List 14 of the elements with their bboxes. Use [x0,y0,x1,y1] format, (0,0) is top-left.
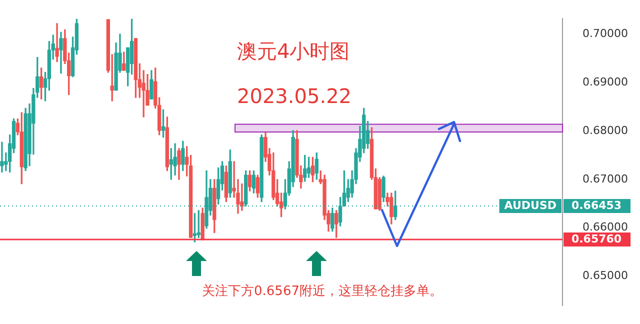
ref-line-label: 0.66453 [571,198,622,212]
text: 2023.05.22 [237,84,352,108]
y-tick-label: 0.66000 [582,220,628,234]
annotation: 关注下方0.6567附近，这里轻仓挂多单。 [202,283,442,300]
y-tick-label: 0.67000 [582,172,628,186]
ref-line-label: 0.65760 [571,232,622,246]
candlestick [55,23,59,62]
y-tick-label: 0.65000 [582,269,628,282]
text: 澳元4小时图 [237,38,350,65]
annotation: AUDUSD [504,198,557,212]
y-tick-label: 0.68000 [582,124,628,137]
y-tick-label: 0.70000 [582,26,628,40]
candlestick [0,142,4,173]
y-tick-label: 0.69000 [582,75,628,88]
